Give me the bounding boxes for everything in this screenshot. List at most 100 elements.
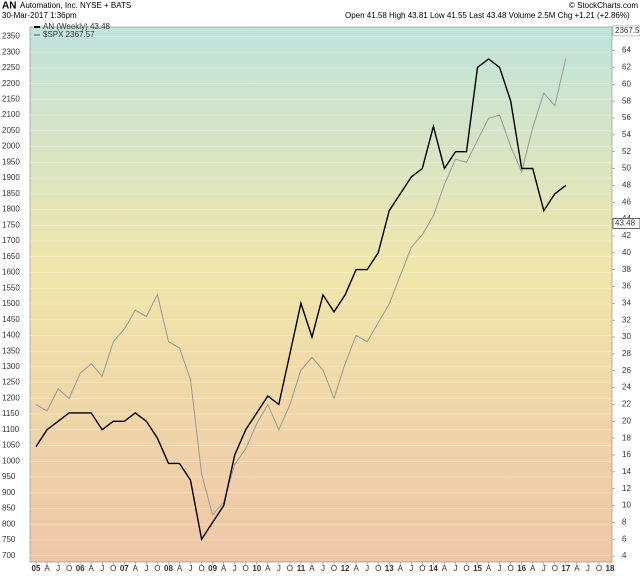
x-tick-label: A	[44, 564, 50, 573]
y-tick-label: 1150	[2, 409, 20, 418]
y-tick-label: 700	[2, 551, 16, 560]
x-tick-label: 07	[120, 564, 129, 573]
series-line	[35, 58, 567, 516]
y2-tick-label: 48	[622, 181, 631, 190]
y2-tick-label: 50	[622, 164, 631, 173]
y2-tick-label: 22	[622, 400, 631, 409]
y-tick-label: 1950	[2, 157, 20, 166]
quote: Open 41.58 High 43.81 Low 41.55 Last 43.…	[345, 11, 630, 20]
x-tick-label: 09	[208, 564, 217, 573]
chart-title: AN	[2, 1, 16, 12]
y2-tick-label: 4	[622, 551, 627, 560]
y-tick-label: 1850	[2, 189, 20, 198]
y2-tick-label: 60	[622, 79, 631, 88]
y2-tick-label: 6	[622, 534, 627, 543]
x-tick-label: J	[144, 564, 148, 573]
x-tick-label: 10	[252, 564, 261, 573]
x-tick-label: 08	[164, 564, 173, 573]
x-tick-label: A	[574, 564, 580, 573]
y-tick-label: 900	[2, 488, 16, 497]
x-tick-label: O	[287, 564, 293, 573]
x-tick-label: A	[309, 564, 315, 573]
y-tick-label: 1350	[2, 346, 20, 355]
y-tick-label: 2050	[2, 126, 20, 135]
y2-tick-label: 38	[622, 265, 631, 274]
y-tick-label: 1550	[2, 283, 20, 292]
y2-tick-label: 64	[622, 46, 631, 55]
x-tick-label: O	[66, 564, 72, 573]
y-tick-label: 750	[2, 535, 16, 544]
last-value-tag	[612, 25, 640, 37]
y-tick-label: 1900	[2, 173, 20, 182]
y2-tick-label: 52	[622, 147, 631, 156]
y-tick-label: 1700	[2, 236, 20, 245]
x-tick-label: A	[442, 564, 448, 573]
x-tick-label: 05	[32, 564, 41, 573]
y2-tick-label: 18	[622, 433, 631, 442]
y2-tick-label: 16	[622, 450, 631, 459]
last-value-label: 2367.57	[615, 26, 640, 35]
x-tick-label: O	[463, 564, 469, 573]
series-line	[35, 58, 567, 542]
y-tick-label: 2200	[2, 79, 20, 88]
y-tick-label: 1800	[2, 205, 20, 214]
y-tick-label: 2350	[2, 32, 20, 41]
y2-tick-label: 24	[622, 383, 631, 392]
y-tick-label: 950	[2, 472, 16, 481]
x-tick-label: O	[596, 564, 602, 573]
x-tick-label: 13	[385, 564, 394, 573]
x-tick-label: A	[530, 564, 536, 573]
source: © StockCharts.com	[569, 1, 638, 10]
x-tick-label: O	[243, 564, 249, 573]
x-tick-label: A	[89, 564, 95, 573]
x-tick-label: O	[198, 564, 204, 573]
y-tick-label: 800	[2, 519, 16, 528]
x-tick-label: J	[365, 564, 369, 573]
y2-tick-label: 20	[622, 416, 631, 425]
x-tick-label: A	[177, 564, 183, 573]
legend-label: AN (Weekly) 43.48	[43, 22, 111, 31]
y2-tick-label: 58	[622, 96, 631, 105]
y2-tick-label: 42	[622, 231, 631, 240]
y2-tick-label: 28	[622, 349, 631, 358]
x-tick-label: 12	[341, 564, 350, 573]
y-tick-label: 1450	[2, 315, 20, 324]
x-tick-label: A	[486, 564, 492, 573]
x-tick-label: O	[154, 564, 160, 573]
x-tick-label: A	[353, 564, 359, 573]
y-tick-label: 1400	[2, 331, 20, 340]
x-tick-label: J	[542, 564, 546, 573]
y-tick-label: 1050	[2, 441, 20, 450]
x-tick-label: 16	[517, 564, 526, 573]
y2-tick-label: 12	[622, 484, 631, 493]
y2-tick-label: 40	[622, 248, 631, 257]
chart-subtitle: Automation, Inc. NYSE + BATS	[20, 1, 131, 10]
x-tick-label: J	[233, 564, 237, 573]
x-tick-label: J	[321, 564, 325, 573]
y-tick-label: 2150	[2, 94, 20, 103]
x-tick-label: 17	[561, 564, 570, 573]
y2-tick-label: 46	[622, 197, 631, 206]
x-tick-label: O	[110, 564, 116, 573]
x-tick-label: O	[552, 564, 558, 573]
y-tick-label: 1500	[2, 299, 20, 308]
y2-tick-label: 8	[622, 518, 627, 527]
y-tick-label: 2000	[2, 142, 20, 151]
y-tick-label: 850	[2, 504, 16, 513]
x-tick-label: J	[277, 564, 281, 573]
x-tick-label: 14	[429, 564, 438, 573]
y-tick-label: 2100	[2, 110, 20, 119]
y2-tick-label: 56	[622, 113, 631, 122]
y-tick-label: 1300	[2, 362, 20, 371]
y2-tick-label: 62	[622, 63, 631, 72]
x-tick-label: O	[419, 564, 425, 573]
x-tick-label: J	[189, 564, 193, 573]
x-tick-label: 18	[606, 564, 615, 573]
y2-tick-label: 32	[622, 315, 631, 324]
y2-tick-label: 10	[622, 501, 631, 510]
y-tick-label: 2250	[2, 63, 20, 72]
x-tick-label: A	[398, 564, 404, 573]
y2-tick-label: 54	[622, 130, 631, 139]
y-tick-label: 1100	[2, 425, 20, 434]
